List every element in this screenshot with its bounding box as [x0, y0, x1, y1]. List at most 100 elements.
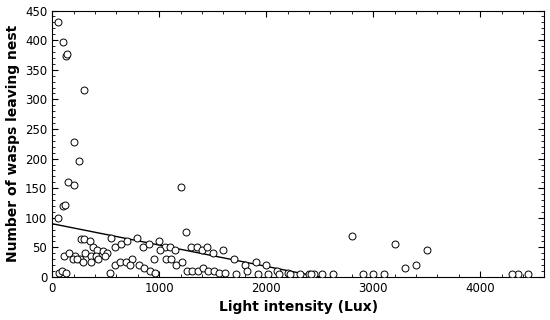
Point: [107, 236, 116, 241]
Point: [63, 51, 72, 56]
Point: [508, 271, 517, 276]
Point: [283, 271, 292, 276]
Point: [160, 244, 169, 249]
X-axis label: Light intensity (Lux): Light intensity (Lux): [219, 300, 378, 315]
Point: [274, 271, 283, 276]
Point: [102, 251, 111, 256]
Point: [111, 244, 120, 249]
Point: [422, 247, 431, 252]
Point: [296, 271, 305, 276]
Point: [310, 271, 319, 276]
Point: [203, 245, 212, 250]
Point: [156, 247, 164, 252]
Point: [219, 247, 228, 252]
Point: [68, 256, 77, 261]
Point: [513, 271, 522, 276]
Point: [111, 263, 120, 268]
Point: [100, 253, 109, 258]
Point: [126, 263, 135, 268]
Y-axis label: Number of wasps leaving nest: Number of wasps leaving nest: [6, 25, 20, 262]
Point: [328, 271, 337, 276]
Point: [192, 244, 201, 249]
Point: [197, 247, 206, 252]
Point: [57, 268, 66, 274]
Point: [176, 184, 185, 189]
Point: [177, 259, 186, 264]
Point: [273, 268, 282, 274]
Point: [58, 204, 67, 209]
Point: [379, 271, 388, 276]
Point: [116, 241, 125, 246]
Point: [305, 271, 314, 276]
Point: [80, 236, 89, 241]
Point: [76, 236, 85, 241]
Point: [188, 268, 197, 273]
Point: [155, 238, 164, 244]
Point: [89, 245, 97, 250]
Point: [187, 244, 196, 249]
Point: [240, 263, 249, 268]
Point: [80, 88, 89, 93]
Point: [86, 259, 95, 264]
Point: [140, 266, 148, 271]
Point: [232, 271, 241, 276]
Point: [133, 236, 141, 241]
Point: [53, 20, 62, 25]
Point: [182, 229, 190, 235]
Point: [58, 39, 67, 44]
Point: [92, 253, 101, 258]
Point: [116, 259, 124, 264]
Point: [135, 262, 144, 267]
Point: [69, 140, 78, 145]
Point: [369, 271, 378, 276]
Point: [251, 259, 260, 264]
Point: [204, 268, 213, 274]
Point: [194, 268, 202, 274]
Point: [79, 259, 87, 264]
Point: [262, 263, 271, 268]
Point: [317, 271, 326, 276]
Point: [358, 271, 367, 276]
Point: [230, 257, 239, 262]
Point: [81, 251, 90, 256]
Point: [401, 265, 410, 270]
Point: [64, 180, 73, 185]
Point: [54, 271, 63, 276]
Point: [307, 271, 316, 276]
Point: [166, 245, 174, 250]
Point: [183, 268, 191, 274]
Point: [60, 202, 69, 207]
Point: [53, 215, 62, 220]
Point: [73, 256, 81, 261]
Point: [390, 242, 399, 247]
Point: [220, 271, 229, 276]
Point: [94, 257, 103, 262]
Point: [123, 238, 131, 244]
Point: [172, 263, 181, 268]
Point: [76, 257, 85, 262]
Point: [139, 245, 147, 250]
Point: [150, 256, 158, 261]
Point: [62, 271, 70, 276]
Point: [264, 271, 273, 276]
Point: [145, 268, 154, 274]
Point: [214, 271, 223, 276]
Point: [167, 256, 175, 261]
Point: [243, 268, 251, 274]
Point: [210, 268, 218, 274]
Point: [86, 253, 95, 258]
Point: [59, 254, 68, 259]
Point: [93, 247, 102, 252]
Point: [171, 247, 180, 252]
Point: [151, 271, 160, 276]
Point: [62, 53, 70, 59]
Point: [70, 253, 79, 258]
Point: [199, 265, 207, 270]
Point: [208, 251, 217, 256]
Point: [69, 182, 78, 187]
Point: [144, 241, 153, 246]
Point: [122, 259, 130, 264]
Point: [524, 271, 533, 276]
Point: [161, 257, 170, 262]
Point: [253, 271, 262, 276]
